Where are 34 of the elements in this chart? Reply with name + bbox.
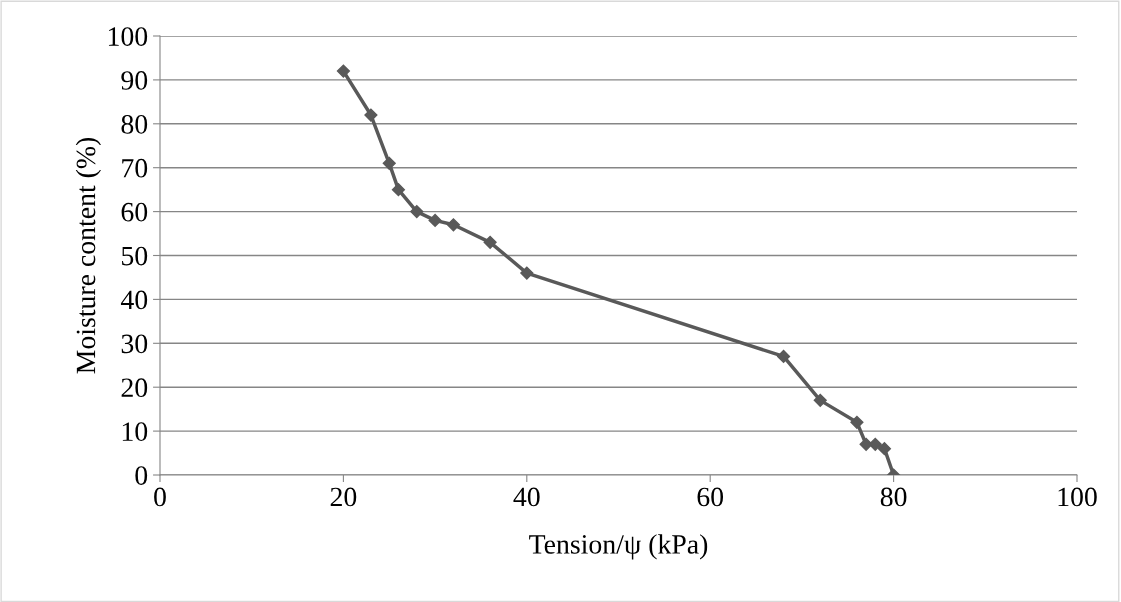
point xyxy=(868,437,882,451)
x-tick-label: 40 xyxy=(513,487,540,507)
x-tick-label: 100 xyxy=(1058,487,1097,507)
y-tick-label: 10 xyxy=(122,422,148,442)
point xyxy=(520,266,534,280)
point xyxy=(877,442,892,456)
point xyxy=(483,235,497,249)
y-tick-label: 30 xyxy=(121,334,148,354)
point xyxy=(776,349,791,364)
x-tick-label: 60 xyxy=(697,487,724,507)
point xyxy=(446,218,461,232)
y-tick-label: 40 xyxy=(120,290,148,310)
y-tick-label: 20 xyxy=(121,378,148,398)
point xyxy=(859,437,873,451)
y-tick-label: 50 xyxy=(122,246,148,266)
y-axis-title: Moisture content (%) xyxy=(75,137,101,374)
point xyxy=(382,156,396,170)
y-tick-label: 60 xyxy=(121,202,148,222)
point xyxy=(410,205,424,219)
x-tick-label: 20 xyxy=(330,487,357,507)
point xyxy=(364,108,378,122)
point xyxy=(428,213,442,227)
y-tick-label: 0 xyxy=(135,466,148,485)
point xyxy=(336,64,350,78)
y-tick-label: 70 xyxy=(122,158,148,178)
point xyxy=(813,393,827,407)
y-tick-label: 100 xyxy=(108,27,148,46)
point xyxy=(850,415,864,429)
y-tick-label: 90 xyxy=(121,71,148,90)
x-tick-label: 80 xyxy=(880,487,907,507)
x-axis-title: Tension/ψ (kPa) xyxy=(529,534,708,560)
point xyxy=(391,183,406,197)
y-tick-label: 80 xyxy=(121,114,148,134)
x-tick-label: 0 xyxy=(154,487,166,507)
